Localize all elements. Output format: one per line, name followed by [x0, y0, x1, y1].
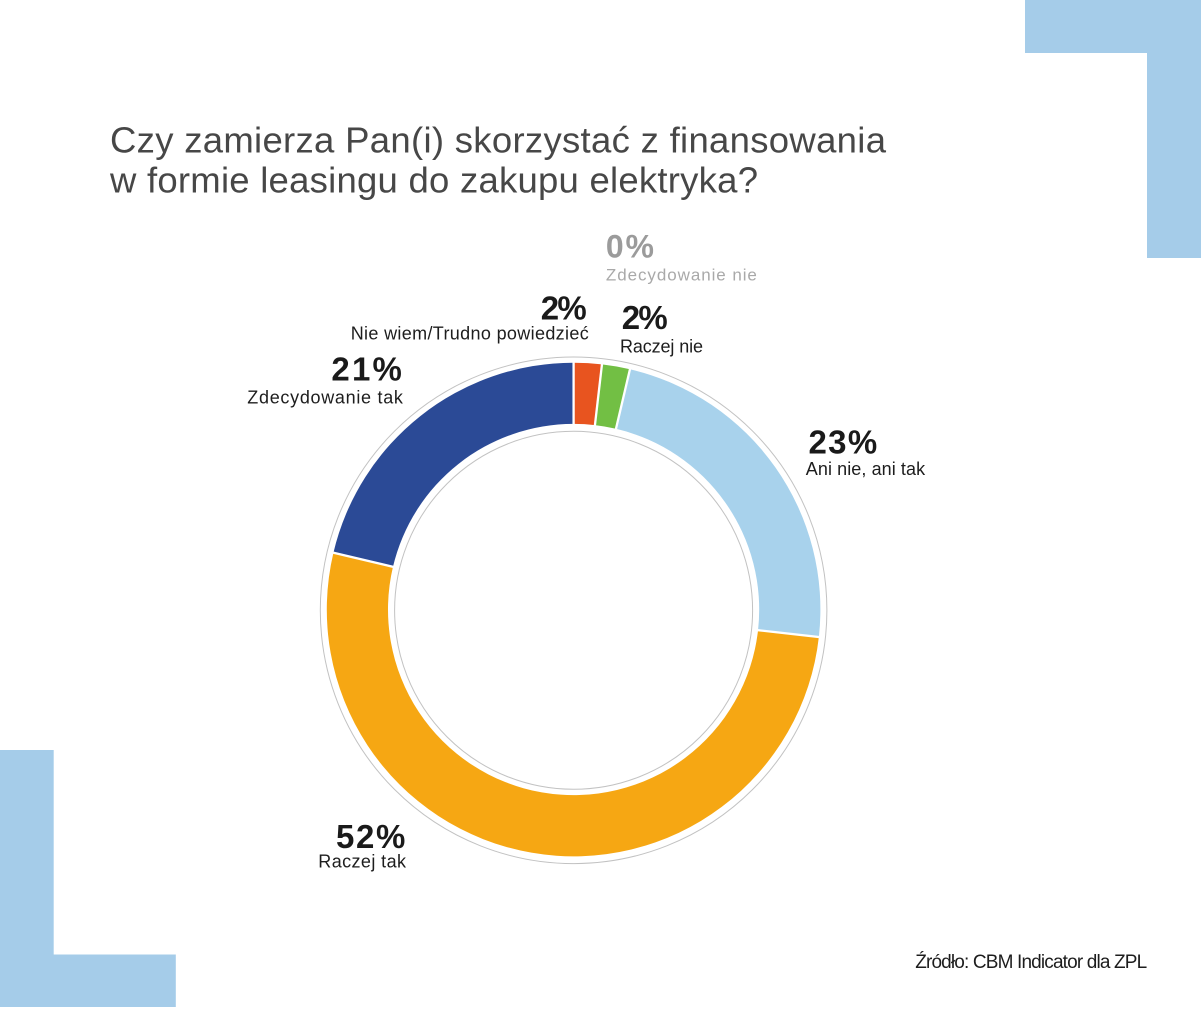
svg-text:52%: 52% [336, 818, 405, 855]
svg-text:Źródło: CBM Indicator dla ZPL: Źródło: CBM Indicator dla ZPL [915, 952, 1147, 973]
svg-text:Czy zamierza Pan(i) skorzystać: Czy zamierza Pan(i) skorzystać z finanso… [110, 120, 887, 161]
svg-text:0%: 0% [606, 229, 654, 265]
svg-text:w formie leasingu do zakupu el: w formie leasingu do zakupu elektryka? [109, 159, 758, 200]
svg-text:Raczej nie: Raczej nie [620, 337, 703, 357]
svg-text:Zdecydowanie nie: Zdecydowanie nie [606, 265, 757, 284]
svg-text:23%: 23% [809, 424, 878, 461]
svg-text:2%: 2% [622, 299, 668, 336]
svg-text:2%: 2% [541, 290, 587, 327]
svg-text:Nie wiem/Trudno powiedzieć: Nie wiem/Trudno powiedzieć [351, 323, 589, 343]
svg-text:21%: 21% [331, 351, 402, 388]
svg-text:Zdecydowanie tak: Zdecydowanie tak [247, 388, 404, 408]
svg-text:Raczej tak: Raczej tak [318, 852, 407, 872]
svg-text:Ani nie, ani tak: Ani nie, ani tak [806, 459, 926, 479]
